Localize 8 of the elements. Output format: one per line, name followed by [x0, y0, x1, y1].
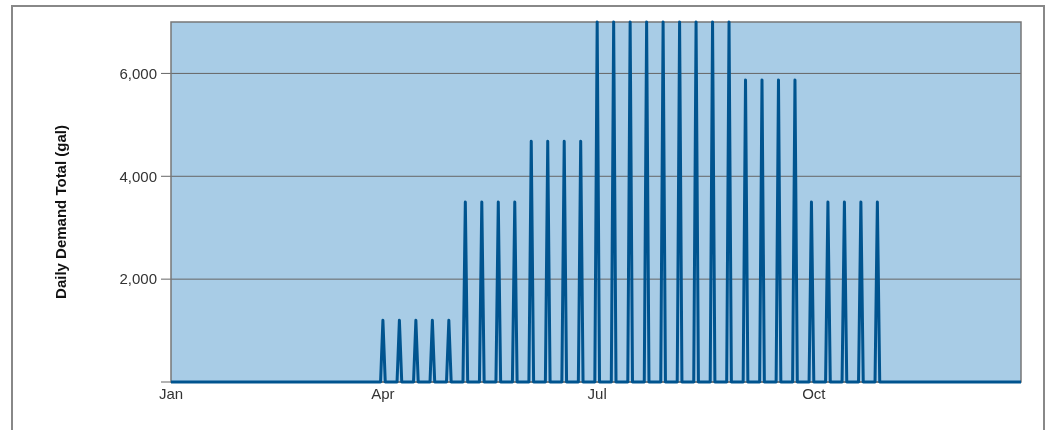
y-tick-label: 4,000	[119, 167, 157, 185]
x-tick-label: Jan	[158, 385, 184, 402]
y-axis-title: Daily Demand Total (gal)	[52, 125, 69, 299]
y-tick-label: 6,000	[119, 64, 157, 82]
y-tick-label: 2,000	[119, 270, 157, 288]
x-tick-label: Jul	[587, 385, 607, 402]
x-tick-label: Apr	[371, 385, 395, 402]
x-tick-label: Oct	[802, 385, 827, 402]
